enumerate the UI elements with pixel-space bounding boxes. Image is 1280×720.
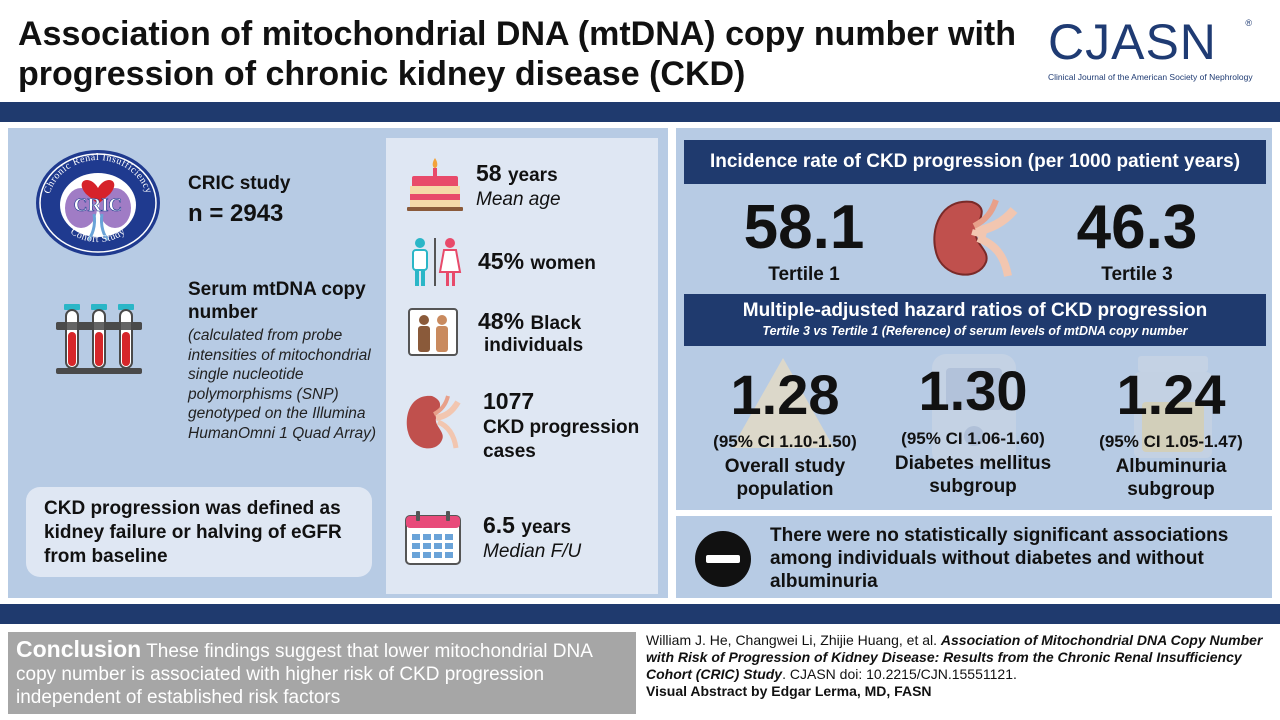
logo-text: CJASN	[1048, 14, 1217, 70]
follow-up-unit: years	[521, 517, 572, 538]
definition-box	[26, 487, 372, 577]
mean-age-label: Mean age	[476, 189, 561, 210]
citation-doi: . CJASN doi: 10.2215/CJN.15551121.	[782, 666, 1017, 682]
urine-container-icon	[1134, 356, 1212, 458]
cric-sample-size: n = 2943	[188, 200, 284, 227]
hr-albuminuria-label-line2: subgroup	[1127, 479, 1215, 500]
hr-albuminuria-ci: (95% CI 1.05-1.47)	[1099, 432, 1243, 451]
black-individuals-stat: 48% Black	[478, 308, 581, 335]
visual-abstract-credit: Visual Abstract by Edgar Lerma, MD, FASN	[646, 683, 932, 699]
test-tubes-icon	[56, 304, 142, 374]
women-label: women	[530, 253, 596, 274]
cric-logo-center: CRIC	[74, 195, 123, 216]
calendar-icon	[405, 511, 461, 565]
page-title: Association of mitochondrial DNA (mtDNA)…	[18, 15, 1016, 93]
incidence-header: Incidence rate of CKD progression (per 1…	[684, 140, 1266, 184]
black-label-line2: individuals	[484, 335, 584, 356]
ckd-cases-label-line2: cases	[483, 441, 536, 462]
hr-albuminuria-label-line1: Albuminuria	[1115, 456, 1227, 477]
top-divider-bar	[0, 102, 1280, 122]
tertile1-incidence-value: 58.1	[743, 193, 865, 262]
no-significance-text: There were no statistically significant …	[770, 525, 1229, 592]
glucose-meter-icon	[932, 354, 1016, 466]
hr-albuminuria-value: 1.24	[1116, 363, 1226, 426]
restroom-icon	[412, 238, 462, 286]
black-label: Black	[530, 313, 582, 334]
hr-overall-value: 1.28	[730, 363, 840, 426]
hazard-subtitle: Tertile 3 vs Tertile 1 (Reference) of se…	[762, 324, 1188, 338]
follow-up-value: 6.5	[483, 512, 515, 538]
hr-overall-label-line2: population	[736, 479, 834, 500]
hr-overall-label-line1: Overall study	[724, 456, 846, 477]
tertile3-label: Tertile 3	[1101, 264, 1173, 285]
logo-subtitle: Clinical Journal of the American Society…	[1048, 72, 1253, 82]
cjasn-logo: CJASN ® Clinical Journal of the American…	[1046, 14, 1266, 90]
kidney-icon	[406, 395, 461, 449]
minus-circle-icon	[695, 531, 751, 587]
mean-age-value: 58	[476, 160, 502, 186]
hr-overall-ci: (95% CI 1.10-1.50)	[713, 432, 857, 451]
mean-age-unit: years	[507, 165, 558, 186]
black-value: 48%	[478, 308, 525, 334]
hr-albuminuria-label: Albuminuria subgroup	[1076, 455, 1266, 501]
conclusion-text: These findings suggest that lower mitoch…	[16, 641, 592, 708]
birthday-cake-icon	[407, 158, 463, 211]
warning-triangle-icon	[732, 358, 834, 448]
hr-diabetes-label-line1: Diabetes mellitus	[894, 453, 1052, 474]
logo-registered: ®	[1245, 18, 1252, 28]
women-value: 45%	[478, 248, 525, 274]
tertile1-label: Tertile 1	[768, 264, 840, 285]
citation-title: Association of Mitochondrial DNA Copy Nu…	[646, 632, 1263, 682]
hr-diabetes-ci: (95% CI 1.06-1.60)	[901, 429, 1045, 448]
kidney-illustration-icon	[933, 198, 1018, 277]
women-stat: 45% women	[478, 248, 596, 275]
hr-diabetes-value: 1.30	[918, 359, 1028, 422]
ckd-progression-definition: CKD progression was defined as kidney fa…	[44, 498, 342, 567]
people-icon	[408, 308, 458, 356]
mean-age-stat: 58 years	[476, 160, 558, 187]
cric-study-title: CRIC study	[188, 173, 291, 194]
hazard-header: Multiple-adjusted hazard ratios of CKD p…	[684, 294, 1266, 346]
bottom-divider-bar	[0, 604, 1280, 624]
ckd-cases-label: CKD progression	[483, 417, 640, 438]
follow-up-stat: 6.5 years	[483, 512, 571, 539]
hr-diabetes-label: Diabetes mellitus subgroup	[878, 452, 1068, 498]
citation: William J. He, Changwei Li, Zhijie Huang…	[646, 632, 1272, 700]
conclusion-label: Conclusion	[16, 636, 142, 662]
conclusion-box: Conclusion These findings suggest that l…	[8, 632, 636, 714]
tertile3-incidence-value: 46.3	[1076, 193, 1198, 262]
hr-diabetes-label-line2: subgroup	[929, 476, 1017, 497]
mtdna-description: (calculated from probe intensities of mi…	[188, 327, 377, 442]
hazard-title: Multiple-adjusted hazard ratios of CKD p…	[742, 300, 1208, 321]
mtdna-title: Serum mtDNA copy number	[188, 279, 366, 323]
ckd-cases-value: 1077	[483, 388, 535, 414]
cric-study-logo-icon: CRIC Chronic Renal Insufficiency Cohort …	[36, 150, 160, 256]
hr-overall-label: Overall study population	[690, 455, 880, 501]
no-significance-panel	[676, 516, 1272, 598]
follow-up-label: Median F/U	[483, 541, 582, 562]
citation-authors: William J. He, Changwei Li, Zhijie Huang…	[646, 632, 938, 648]
